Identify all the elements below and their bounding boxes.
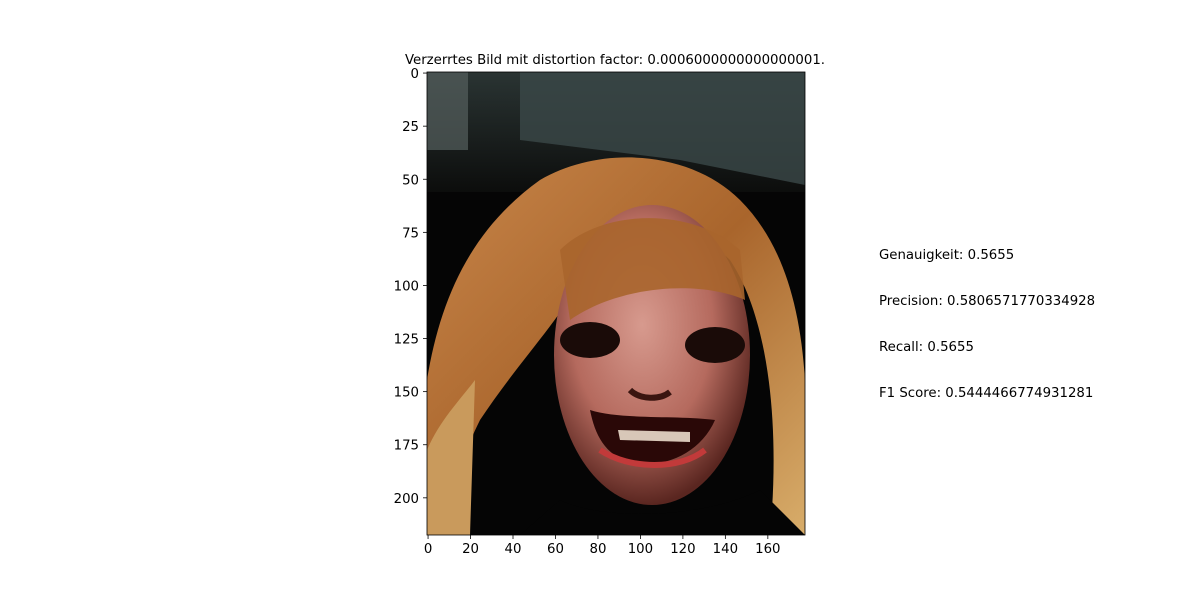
axes: 0 20 40 60 80 100 120 140 160 0 25 50 75 100 125 150 175… (394, 67, 781, 557)
x-tick-label: 0 (424, 542, 432, 557)
x-tick-label: 160 (755, 542, 780, 557)
y-tick-label: 200 (394, 492, 419, 507)
metric-recall: Recall: 0.5655 (879, 340, 974, 355)
y-tick-label: 175 (394, 439, 419, 454)
y-tick-label: 50 (402, 173, 419, 188)
image-frame (426, 71, 806, 536)
metric-f1-score: F1 Score: 0.5444466774931281 (879, 386, 1094, 401)
x-tick-label: 140 (713, 542, 738, 557)
metric-accuracy: Genauigkeit: 0.5655 (879, 248, 1015, 263)
y-tick-label: 100 (394, 279, 419, 294)
y-tick-label: 75 (402, 226, 419, 241)
x-tick-label: 20 (462, 542, 479, 557)
y-tick-label: 150 (394, 386, 419, 401)
x-tick-label: 100 (628, 542, 653, 557)
y-tick-label: 0 (411, 67, 419, 82)
x-tick-label: 80 (589, 542, 606, 557)
image-panel (427, 72, 805, 535)
x-tick-label: 40 (505, 542, 522, 557)
y-tick-label: 25 (402, 120, 419, 135)
metric-precision: Precision: 0.5806571770334928 (879, 294, 1096, 309)
chart-title: Verzerrtes Bild mit distortion factor: 0… (405, 53, 825, 68)
x-tick-label: 120 (670, 542, 695, 557)
y-tick-label: 125 (394, 333, 419, 348)
hair (427, 157, 805, 535)
x-tick-label: 60 (547, 542, 564, 557)
